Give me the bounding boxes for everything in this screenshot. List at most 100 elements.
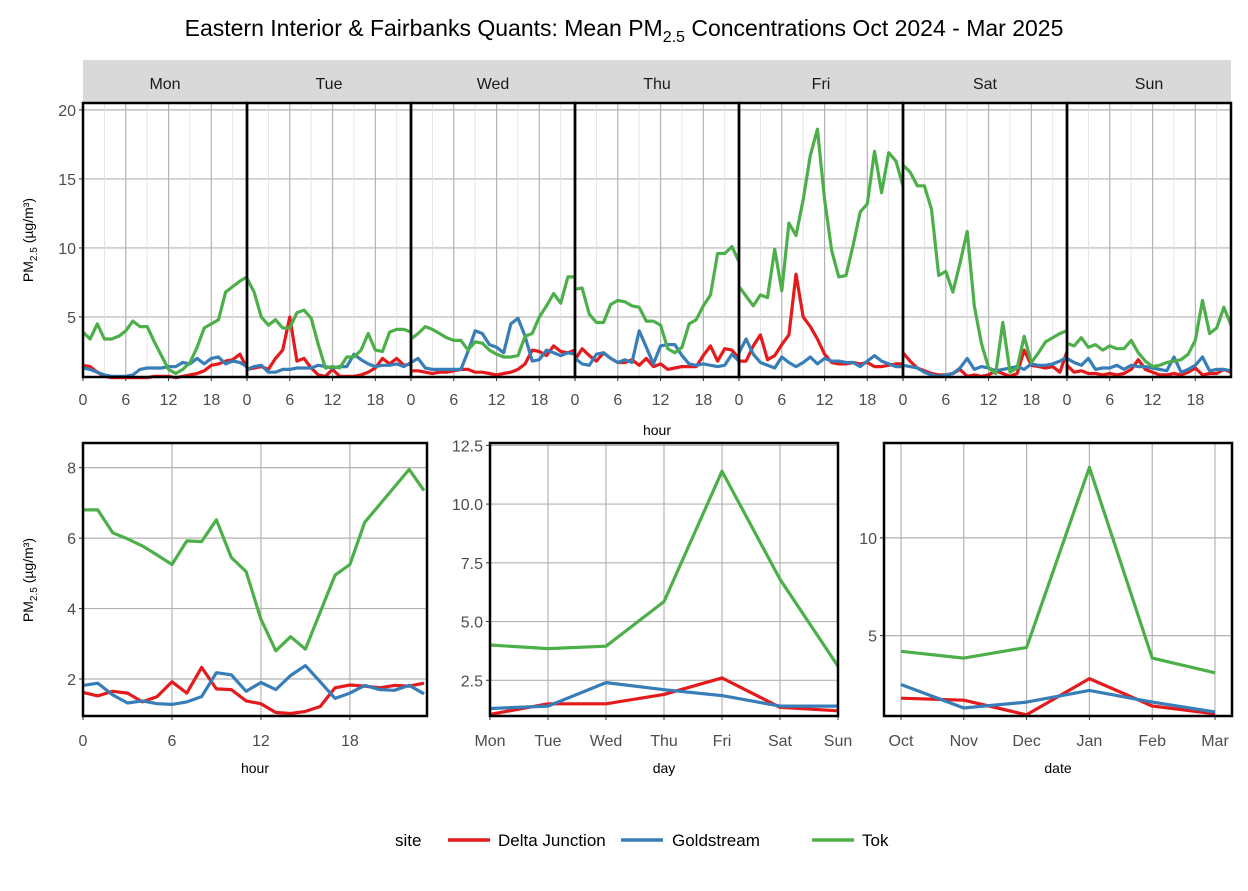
facet-panel-border-sun [1065, 101, 1233, 379]
x-tick-label: 18 [1186, 392, 1204, 409]
series-line-delta-junction-wed [411, 344, 576, 377]
series-line-goldstream-wed [410, 316, 576, 371]
x-tick-label: 6 [777, 392, 786, 409]
x-tick-label-dec: Dec [1012, 733, 1040, 750]
series-line-tok-sun [1066, 298, 1233, 369]
x-tick-label: 0 [243, 392, 252, 409]
x-tick-label-feb: Feb [1138, 733, 1166, 750]
x-tick-label: 18 [366, 392, 384, 409]
facet-strip-tue: Tue [316, 76, 343, 93]
y-tick-label: 5 [868, 629, 877, 646]
x-tick-label-mon: Mon [474, 733, 505, 750]
series-line-goldstream-thu [574, 329, 741, 369]
panel-date: 5 10 Oct Nov Dec Jan Feb Mar date [859, 441, 1234, 776]
series-line-tok [489, 469, 840, 668]
series-line-tok-wed [410, 275, 575, 359]
panel-hour: 2 4 6 8 0 6 12 18 hour [67, 441, 429, 776]
facet-panel-hour-by-day: 5 10 15 20 Mon 0 6 12 18 Tue 0 6 12 18 Wed 0 6 12 18 Thu 0 6 1… [58, 60, 1233, 438]
x-tick-label: 12 [1144, 392, 1162, 409]
x-tick-label: 0 [79, 392, 88, 409]
x-tick-label: 18 [530, 392, 548, 409]
x-tick-label: 12 [160, 392, 178, 409]
x-tick-label-oct: Oct [889, 733, 914, 750]
x-tick-label: 0 [79, 733, 88, 750]
series-line-goldstream [489, 680, 838, 711]
x-axis-label: day [653, 760, 676, 776]
series-line-tok [83, 467, 426, 653]
y-tick-label: 6 [67, 531, 76, 548]
y-tick-label: 8 [67, 461, 76, 478]
x-tick-label: 18 [858, 392, 876, 409]
facet-panel-border-tue [245, 101, 413, 379]
y-tick-label: 15 [58, 172, 76, 189]
series-line-tok-fri [737, 127, 905, 308]
facet-strip-mon: Mon [149, 76, 180, 93]
facet-panel-border-thu [573, 101, 741, 379]
x-tick-label-fri: Fri [713, 733, 732, 750]
legend-label-goldstream: Goldstream [672, 831, 760, 850]
y-tick-label: 4 [67, 602, 76, 619]
facet-panel-border-wed [409, 101, 577, 379]
x-tick-label: 0 [1063, 392, 1072, 409]
y-tick-label: 2 [67, 672, 76, 689]
y-tick-label: 10 [58, 241, 76, 258]
series-line-tok [900, 465, 1216, 675]
series-line-delta-junction-tue [246, 315, 412, 378]
x-tick-label: 12 [980, 392, 998, 409]
x-tick-label: 0 [735, 392, 744, 409]
y-axis-label-bottom: PM2.5 (µg/m³) [20, 538, 40, 622]
x-tick-label: 6 [168, 733, 177, 750]
legend: site Delta Junction Goldstream Tok [395, 831, 889, 850]
x-tick-label-tue: Tue [535, 733, 562, 750]
x-tick-label: 0 [571, 392, 580, 409]
x-tick-label-nov: Nov [950, 733, 978, 750]
facet-strip-fri: Fri [812, 76, 831, 93]
facet-strip-wed: Wed [477, 76, 510, 93]
legend-title: site [395, 831, 421, 850]
y-tick-label: 12.5 [452, 438, 483, 455]
legend-label-delta-junction: Delta Junction [498, 831, 606, 850]
x-tick-label-jan: Jan [1077, 733, 1103, 750]
x-tick-label-mar: Mar [1201, 733, 1229, 750]
x-tick-label-sat: Sat [768, 733, 793, 750]
facet-strip-background [83, 60, 1231, 103]
series-line-tok-tue [245, 277, 412, 370]
x-tick-label-sun: Sun [824, 733, 852, 750]
x-tick-label: 0 [899, 392, 908, 409]
series-line-goldstream-sat [902, 355, 1068, 378]
chart-title: Eastern Interior & Fairbanks Quants: Mea… [185, 15, 1064, 46]
facet-strip-thu: Thu [643, 76, 671, 93]
panel-border [81, 441, 429, 718]
y-tick-label: 7.5 [461, 556, 483, 573]
x-tick-label: 6 [121, 392, 130, 409]
facet-panel-border-mon [81, 101, 249, 379]
x-tick-label: 6 [613, 392, 622, 409]
x-tick-label: 6 [1105, 392, 1114, 409]
x-axis-label: date [1044, 760, 1071, 776]
y-axis-label-top: PM2.5 (µg/m³) [20, 198, 40, 282]
y-tick-label: 2.5 [461, 673, 483, 690]
x-tick-label: 12 [488, 392, 506, 409]
x-axis-label: hour [643, 422, 671, 438]
panel-border [882, 441, 1234, 718]
series-line-goldstream [82, 663, 425, 707]
x-tick-label: 6 [449, 392, 458, 409]
x-tick-label: 6 [941, 392, 950, 409]
series-line-tok-mon [81, 275, 248, 376]
y-tick-label: 10.0 [452, 497, 483, 514]
x-tick-label: 18 [341, 733, 359, 750]
facet-panel-border-sat [901, 101, 1069, 379]
y-tick-label: 10 [859, 531, 877, 548]
y-tick-label: 5.0 [461, 615, 483, 632]
x-axis-label: hour [241, 760, 269, 776]
series-line-tok-thu [574, 245, 741, 355]
y-tick-label: 20 [58, 103, 76, 120]
facet-strip-sun: Sun [1135, 76, 1163, 93]
x-tick-label: 18 [1022, 392, 1040, 409]
panel-border [488, 441, 840, 718]
x-tick-label-thu: Thu [650, 733, 678, 750]
x-tick-label: 18 [694, 392, 712, 409]
series-line-delta-junction [82, 665, 425, 716]
y-tick-label: 5 [67, 310, 76, 327]
x-tick-label: 0 [407, 392, 416, 409]
